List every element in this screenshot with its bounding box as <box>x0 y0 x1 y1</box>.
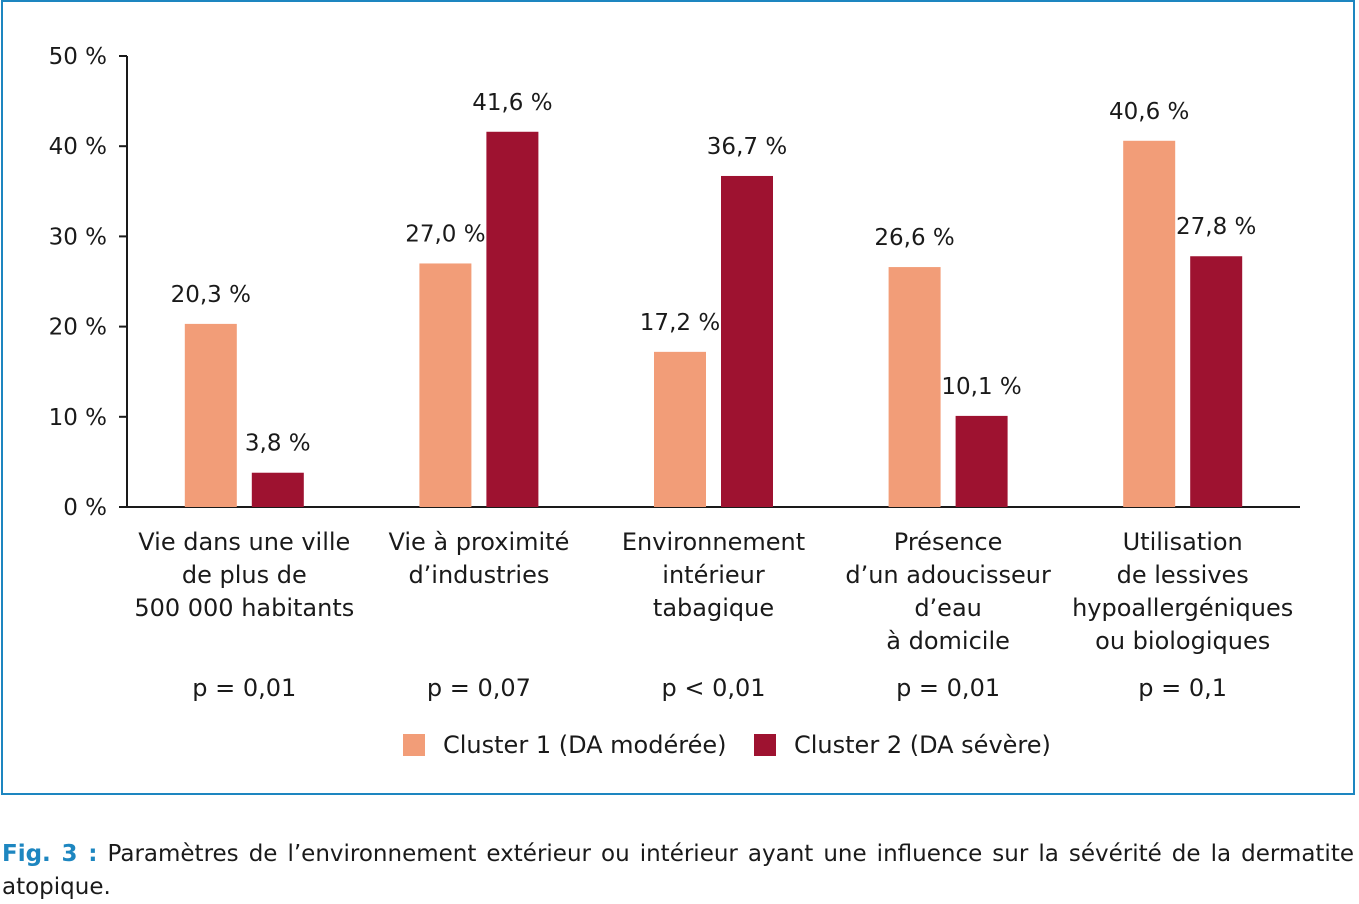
bar-cluster-1 <box>888 267 941 507</box>
bar-cluster-1 <box>419 263 472 507</box>
y-tick-label: 30 % <box>49 224 107 250</box>
p-value: p = 0,01 <box>896 674 1001 702</box>
caption-label: Fig. 3 : <box>2 841 98 867</box>
bar-cluster-1 <box>184 323 237 507</box>
bar-cluster-1 <box>654 351 706 507</box>
data-label: 36,7 % <box>707 134 787 160</box>
data-label: 3,8 % <box>245 431 311 457</box>
y-tick-label: 40 % <box>49 134 107 160</box>
bar-cluster-2 <box>251 472 304 507</box>
data-label: 27,8 % <box>1176 214 1256 240</box>
y-tick-label: 0 % <box>63 495 107 521</box>
p-value: p = 0,07 <box>426 674 531 702</box>
data-label: 41,6 % <box>472 90 552 116</box>
data-label: 10,1 % <box>941 374 1021 400</box>
y-tick-label: 50 % <box>49 44 107 70</box>
x-category-label: Présence d’un adoucisseur d’eau à domici… <box>845 528 1051 655</box>
bar-chart: 0 % 10 % 20 % 30 % 40 % 50 % 20,3 % 3,8 % 27,0 %… <box>49 44 1300 521</box>
data-label: 26,6 % <box>874 225 954 251</box>
x-category-label: Vie dans une ville de plus de 500 000 ha… <box>134 528 355 622</box>
data-label: 20,3 % <box>171 282 251 308</box>
data-label: 27,0 % <box>405 221 485 247</box>
caption-text: Paramètres de l’environnement extérieur … <box>2 841 1354 900</box>
bar-cluster-1 <box>1123 140 1176 507</box>
y-tick-label: 20 % <box>49 315 107 341</box>
x-category-label: Utilisation de lessives hypoallergénique… <box>1072 528 1294 655</box>
legend-label-cluster-1: Cluster 1 (DA modérée) <box>443 731 727 759</box>
legend-swatch-cluster-1 <box>403 734 425 756</box>
bar-cluster-2 <box>721 175 773 507</box>
data-label: 40,6 % <box>1109 99 1189 125</box>
p-value: p = 0,1 <box>1138 674 1228 702</box>
legend-swatch-cluster-2 <box>754 734 776 756</box>
figure-frame <box>1 0 1355 795</box>
data-label: 17,2 % <box>640 310 720 336</box>
p-value: p = 0,01 <box>192 674 297 702</box>
bar-cluster-2 <box>955 415 1008 507</box>
x-category-label: Vie à proximité d’industries <box>388 528 570 589</box>
bar-cluster-2 <box>486 131 539 507</box>
figure-caption: Fig. 3 : Paramètres de l’environnement e… <box>2 838 1354 904</box>
legend-label-cluster-2: Cluster 2 (DA sévère) <box>794 731 1051 759</box>
p-value: p < 0,01 <box>661 674 766 702</box>
legend-item-cluster-2: Cluster 2 (DA sévère) <box>754 731 1051 759</box>
y-tick-label: 10 % <box>49 405 107 431</box>
legend-item-cluster-1: Cluster 1 (DA modérée) <box>403 731 726 759</box>
bar-cluster-2 <box>1190 256 1243 507</box>
x-category-label: Environnement intérieur tabagique <box>621 528 806 622</box>
legend: Cluster 1 (DA modérée) Cluster 2 (DA sév… <box>0 731 1359 763</box>
